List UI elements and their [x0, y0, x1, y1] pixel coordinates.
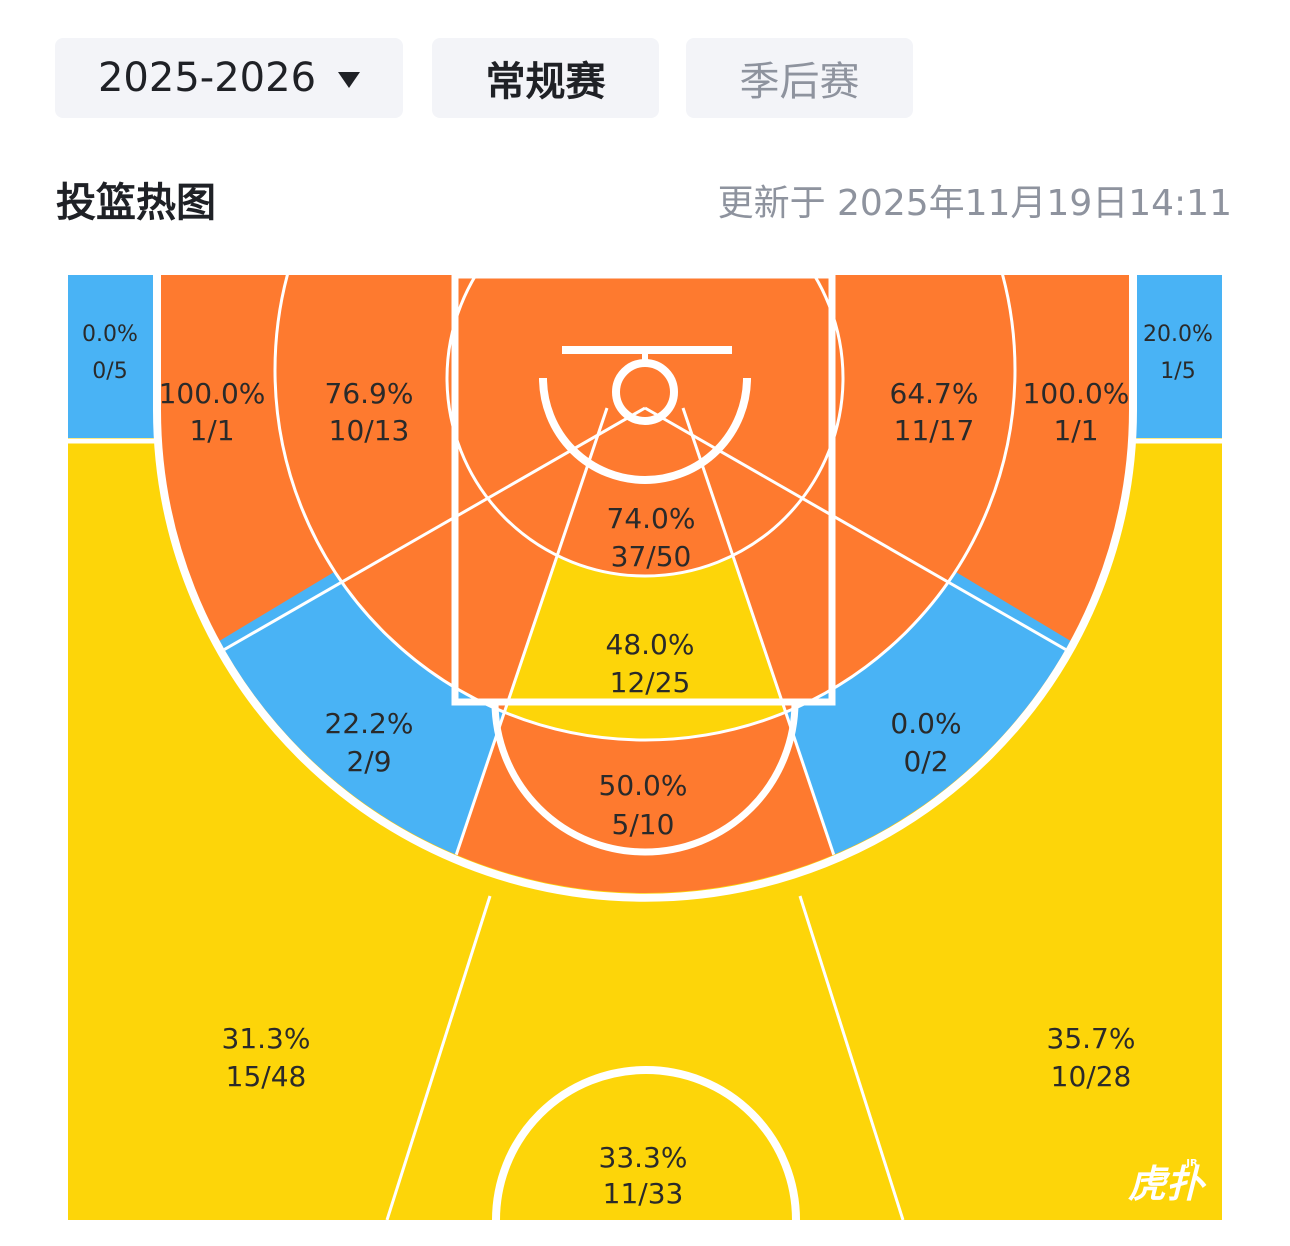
svg-text:22.2%: 22.2% [325, 707, 414, 740]
svg-text:JR: JR [1185, 1158, 1198, 1169]
updated-timestamp: 更新于 2025年11月19日14:11 [717, 183, 1232, 224]
svg-text:15/48: 15/48 [226, 1060, 307, 1093]
tab-playoffs[interactable]: 季后赛 [686, 38, 913, 118]
tab-regular-season[interactable]: 常规赛 [432, 38, 659, 118]
svg-text:11/17: 11/17 [894, 414, 975, 447]
svg-text:74.0%: 74.0% [607, 502, 696, 535]
svg-text:48.0%: 48.0% [606, 628, 695, 661]
svg-text:1/5: 1/5 [1160, 359, 1195, 384]
season-value: 2025-2026 [97, 55, 317, 101]
svg-text:35.7%: 35.7% [1047, 1022, 1136, 1055]
svg-text:100.0%: 100.0% [159, 377, 266, 410]
svg-text:0.0%: 0.0% [82, 322, 138, 347]
zone-right-corner-3 [1136, 275, 1222, 438]
zone-left-corner-3 [68, 275, 154, 438]
zone-restricted-area [447, 275, 843, 576]
svg-text:76.9%: 76.9% [325, 377, 414, 410]
zone-labels: 0.0% 0/5 100.0% 1/1 76.9% 10/13 74.0% 37… [82, 322, 1213, 1210]
svg-text:20.0%: 20.0% [1143, 322, 1213, 347]
svg-text:12/25: 12/25 [610, 666, 691, 699]
svg-text:1/1: 1/1 [189, 414, 234, 447]
season-select[interactable]: 2025-2026 [55, 38, 403, 118]
svg-text:11/33: 11/33 [603, 1177, 684, 1210]
hupu-watermark-logo: 虎扑 JR [1128, 1158, 1207, 1206]
svg-text:虎扑: 虎扑 [1128, 1162, 1207, 1206]
restricted-arc [539, 377, 751, 484]
svg-text:0/2: 0/2 [903, 745, 948, 778]
svg-text:64.7%: 64.7% [890, 377, 979, 410]
paint-box [451, 275, 836, 706]
svg-text:31.3%: 31.3% [222, 1022, 311, 1055]
svg-text:0/5: 0/5 [92, 359, 127, 384]
center-circle [492, 1066, 800, 1220]
svg-text:1/1: 1/1 [1053, 414, 1098, 447]
caret-down-icon [338, 72, 361, 88]
svg-text:50.0%: 50.0% [599, 769, 688, 802]
svg-text:0.0%: 0.0% [890, 707, 961, 740]
svg-text:37/50: 37/50 [611, 540, 692, 573]
svg-text:2/9: 2/9 [346, 745, 391, 778]
svg-text:5/10: 5/10 [612, 808, 675, 841]
section-title: 投篮热图 [56, 180, 216, 226]
rim [612, 359, 678, 425]
svg-text:100.0%: 100.0% [1023, 377, 1130, 410]
svg-text:33.3%: 33.3% [599, 1141, 688, 1174]
svg-text:10/28: 10/28 [1051, 1060, 1132, 1093]
free-throw-circle [491, 701, 799, 856]
three-point-line [153, 275, 1137, 902]
svg-text:10/13: 10/13 [329, 414, 410, 447]
